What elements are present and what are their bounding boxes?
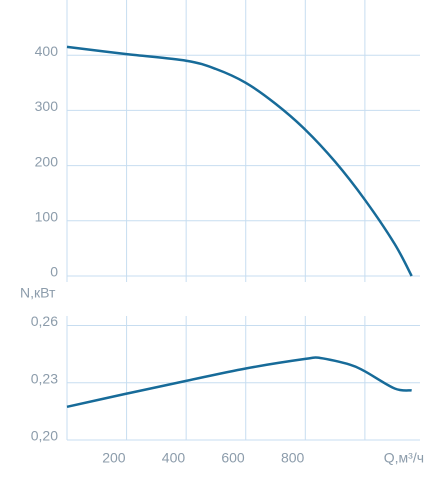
x-tick-label: 200 (102, 450, 126, 466)
y-tick-label: 0,23 (31, 370, 58, 386)
y-tick-label: 300 (35, 98, 59, 114)
x-tick-label: 600 (221, 450, 245, 466)
x-tick-label: 400 (162, 450, 186, 466)
y-tick-label: 0 (50, 264, 58, 280)
line (66, 45, 413, 277)
y-tick-label: 200 (35, 153, 59, 169)
y-tick-label: 0,26 (31, 313, 58, 329)
x-axis-label: Q,м³/ч (384, 450, 424, 466)
y-tick-label: 400 (35, 43, 59, 59)
y-axis-label: N,кВт (20, 285, 56, 301)
x-tick-label: 800 (281, 450, 305, 466)
y-tick-label: 0,20 (31, 428, 58, 444)
line (66, 356, 412, 409)
y-tick-label: 100 (35, 209, 59, 225)
